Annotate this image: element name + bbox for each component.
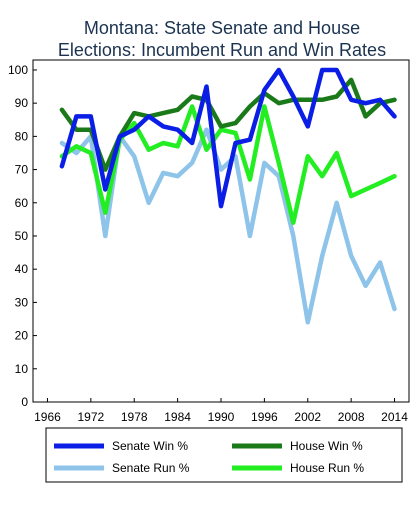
y-tick-label: 60: [15, 196, 29, 210]
x-tick-label: 2008: [338, 410, 365, 424]
axes: 0 10 20 30 40 50 60 70 80 90 100 1966 1972 1978 1984 19…: [8, 63, 408, 424]
x-tick-label: 2014: [381, 410, 408, 424]
legend: Senate Win % House Win % Senate Run % House…: [45, 427, 403, 483]
y-tick-label: 50: [15, 229, 29, 243]
series-line-house-win: [59, 77, 397, 172]
series-line-senate-win: [59, 67, 397, 209]
x-tick-label: 1978: [121, 410, 148, 424]
x-tick-label: 1966: [34, 410, 61, 424]
x-tick-label: 2002: [294, 410, 321, 424]
plot-area: [32, 59, 410, 403]
legend-label-senate-run: Senate Run %: [112, 461, 190, 475]
y-tick-label: 90: [15, 96, 29, 110]
chart-title-line-2: Elections: Incumbent Run and Win Rates: [58, 40, 386, 60]
chart-title-line-1: Montana: State Senate and House: [84, 18, 360, 38]
x-tick-label: 1984: [164, 410, 191, 424]
x-tick-label: 1996: [251, 410, 278, 424]
y-tick-label: 20: [15, 329, 29, 343]
legend-label-house-run: House Run %: [290, 461, 364, 475]
y-tick-label: 80: [15, 129, 29, 143]
legend-box: [45, 427, 403, 483]
chart-title: Montana: State Senate and House Election…: [58, 18, 386, 60]
x-tick-label: 1972: [77, 410, 104, 424]
legend-label-house-win: House Win %: [290, 439, 363, 453]
y-tick-label: 40: [15, 262, 29, 276]
y-tick-label: 10: [15, 362, 29, 376]
y-tick-label: 70: [15, 163, 29, 177]
y-tick-label: 30: [15, 295, 29, 309]
y-tick-label: 100: [8, 63, 28, 77]
legend-label-senate-win: Senate Win %: [112, 439, 188, 453]
series-lines: [59, 67, 397, 325]
y-tick-label: 0: [21, 395, 28, 409]
x-tick-label: 1990: [208, 410, 235, 424]
